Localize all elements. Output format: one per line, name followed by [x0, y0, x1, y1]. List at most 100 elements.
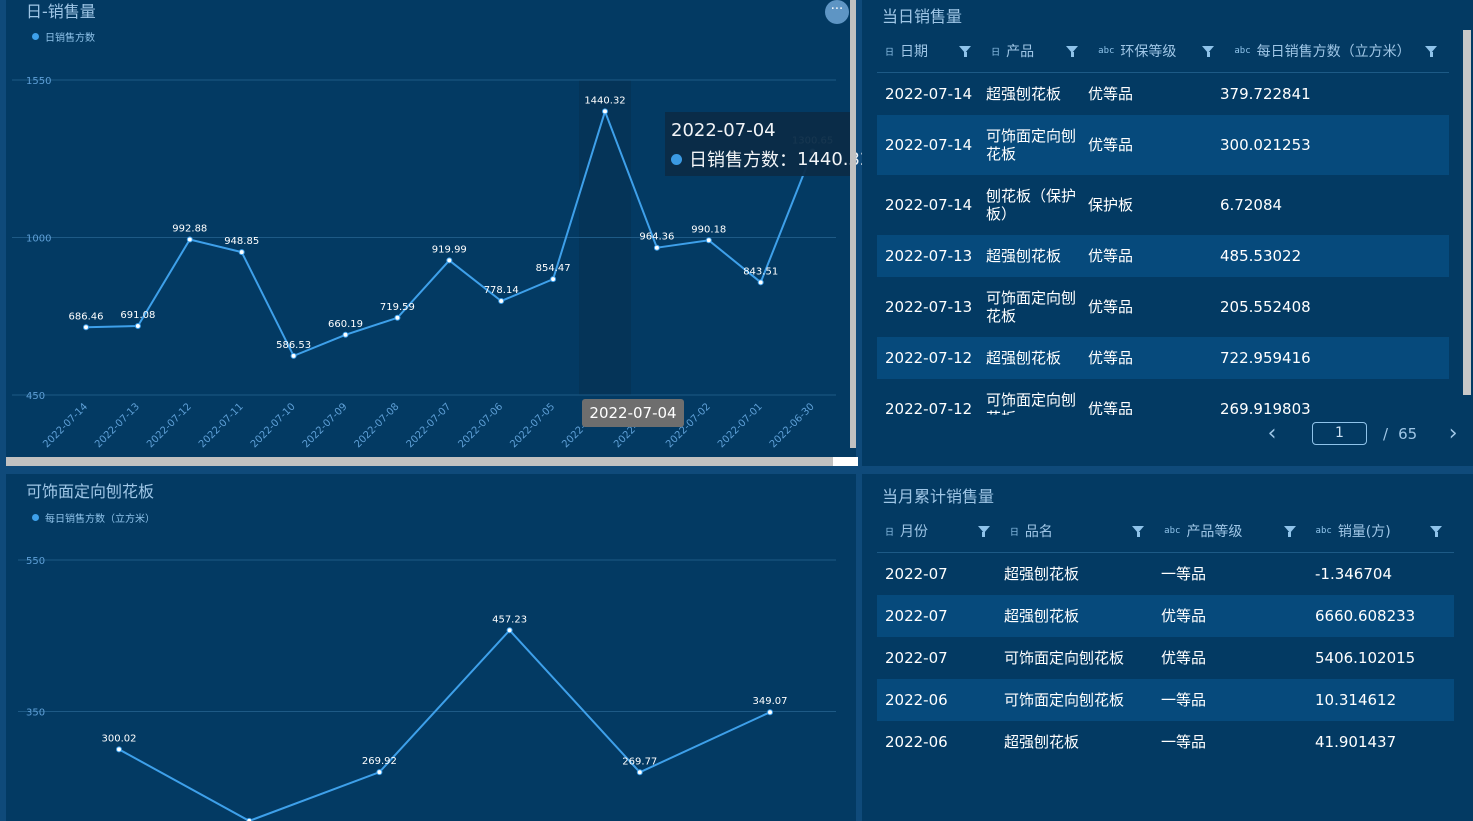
daily-legend-label: 日销售方数: [45, 33, 95, 44]
table-row[interactable]: 2022-07-12 超强刨花板 优等品 722.959416: [877, 337, 1449, 379]
table-cell: 一等品: [1161, 733, 1207, 751]
data-point: [238, 249, 245, 256]
tooltip-dot-icon: [671, 153, 682, 165]
data-label: 457.23: [492, 614, 527, 625]
table-row[interactable]: 2022-06 超强刨花板 一等品 41.901437: [877, 721, 1454, 763]
table-cell: 可饰面定向刨花板: [1004, 691, 1125, 709]
table-row[interactable]: 2022-07-14 可饰面定向刨花板 优等品 300.021253: [877, 115, 1449, 175]
y-tick-label: 550: [26, 556, 45, 567]
filter-icon[interactable]: [1066, 46, 1079, 57]
page-separator: /: [1383, 424, 1389, 443]
page-vertical-scrollbar[interactable]: [1463, 30, 1471, 395]
data-point: [116, 746, 122, 753]
filter-icon[interactable]: [1202, 46, 1215, 57]
table-cell: 485.53022: [1220, 247, 1302, 265]
filter-icon[interactable]: [1132, 526, 1145, 537]
table-cell: 2022-07: [885, 565, 948, 583]
table-cell: 一等品: [1161, 691, 1207, 709]
column-header-sales[interactable]: abc 销量(方): [1308, 510, 1454, 552]
filter-icon[interactable]: [1425, 46, 1437, 57]
x-tick-label: 2022-07-07: [405, 401, 454, 450]
table-row[interactable]: 2022-07 超强刨花板 一等品 -1.346704: [877, 553, 1454, 595]
product-legend-label: 每日销售方数（立方米）: [45, 514, 155, 525]
table-cell: 优等品: [1088, 136, 1134, 154]
table-cell: 5406.102015: [1315, 649, 1416, 667]
table-cell: 6660.608233: [1315, 607, 1416, 625]
data-label: 686.46: [69, 311, 104, 322]
table-row[interactable]: 2022-07-13 超强刨花板 优等品 485.53022: [877, 235, 1449, 277]
product-chart-legend[interactable]: 每日销售方数（立方米）: [32, 510, 155, 525]
x-tick-label: 2022-07-01: [716, 401, 765, 450]
next-page-icon[interactable]: ›: [1448, 421, 1458, 446]
data-point: [767, 709, 773, 716]
data-label: 964.36: [639, 232, 674, 243]
more-options-button[interactable]: ···: [825, 0, 849, 24]
column-header-grade[interactable]: abc 产品等级: [1156, 510, 1307, 552]
table-row[interactable]: 2022-07 可饰面定向刨花板 优等品 5406.102015: [877, 637, 1454, 679]
table-cell: 保护板: [1088, 196, 1134, 214]
table-cell: 优等品: [1161, 607, 1207, 625]
data-point: [134, 322, 141, 329]
chart-horizontal-scrollbar-thumb[interactable]: [6, 457, 833, 466]
abc-type-icon: abc: [1234, 46, 1251, 56]
daily-chart-title: 日-销售量: [26, 2, 96, 21]
table-cell: 优等品: [1088, 298, 1134, 316]
filter-icon[interactable]: [1283, 526, 1296, 537]
abc-type-icon: abc: [1315, 526, 1332, 536]
x-tick-label: 2022-06-30: [768, 401, 817, 450]
table-row[interactable]: 2022-07-13 可饰面定向刨花板 优等品 205.552408: [877, 277, 1449, 337]
column-label: 销量(方): [1337, 524, 1391, 540]
tooltip-value: 1440.32: [797, 148, 872, 170]
data-label: 660.19: [328, 319, 363, 330]
table-cell: -1.346704: [1315, 565, 1392, 583]
column-label: 月份: [900, 524, 929, 540]
table-cell: 2022-07-12: [885, 400, 973, 415]
filter-icon[interactable]: [977, 526, 990, 537]
daily-table-panel: 当日销售量 日 日期 日 产品 abc 环保等级 abc 每日销售方数（立方米）: [862, 0, 1473, 466]
data-label: 719.59: [380, 302, 415, 313]
tooltip-date: 2022-07-04: [671, 120, 776, 141]
chart-vertical-scrollbar[interactable]: [850, 0, 856, 448]
x-tick-label: 2022-07-10: [249, 401, 298, 450]
filter-icon[interactable]: [959, 46, 972, 57]
data-label: 269.77: [622, 756, 657, 767]
column-header-date[interactable]: 日 日期: [877, 30, 983, 72]
table-cell: 722.959416: [1220, 349, 1311, 367]
data-point: [342, 331, 349, 338]
chart-tooltip: 2022-07-04 日销售方数 ： 1440.32: [665, 112, 871, 176]
column-header-product[interactable]: 日 产品: [983, 30, 1090, 72]
table-cell: 205.552408: [1220, 298, 1311, 316]
product-chart-title: 可饰面定向刨花板: [26, 482, 155, 501]
table-row[interactable]: 2022-06 可饰面定向刨花板 一等品 10.314612: [877, 679, 1454, 721]
table-cell: 优等品: [1088, 85, 1134, 103]
prev-page-icon[interactable]: ‹: [1267, 421, 1277, 446]
y-tick-label: 350: [26, 708, 45, 719]
table-cell: 优等品: [1088, 247, 1134, 265]
table-cell: 超强刨花板: [986, 349, 1062, 367]
abc-type-icon: abc: [1164, 526, 1181, 536]
column-header-name[interactable]: 日 品名: [1002, 510, 1156, 552]
column-header-month[interactable]: 日 月份: [877, 510, 1002, 552]
filter-icon[interactable]: [1430, 526, 1442, 537]
monthly-table-title: 当月累计销售量: [882, 487, 995, 506]
table-cell: 一等品: [1161, 565, 1207, 583]
table-row[interactable]: 2022-07-14 超强刨花板 优等品 379.722841: [877, 73, 1449, 115]
column-header-volume[interactable]: abc 每日销售方数（立方米）: [1226, 30, 1449, 72]
table-cell: 刨花板（保护板）: [986, 187, 1077, 223]
table-cell: 6.72084: [1220, 196, 1283, 214]
data-label: 586.53: [276, 340, 311, 351]
data-label: 1440.32: [584, 95, 625, 106]
table-row[interactable]: 2022-07-14 刨花板（保护板） 保护板 6.72084: [877, 175, 1449, 235]
table-cell: 可饰面定向刨花板: [986, 289, 1077, 325]
daily-chart-legend[interactable]: 日销售方数: [32, 29, 95, 44]
column-header-grade[interactable]: abc 环保等级: [1090, 30, 1226, 72]
product-sales-chart[interactable]: 350550300.02205.55269.92457.23269.77349.…: [6, 474, 856, 821]
daily-table: 日 日期 日 产品 abc 环保等级 abc 每日销售方数（立方米） 2022-…: [877, 30, 1449, 415]
table-row[interactable]: 2022-07 超强刨花板 优等品 6660.608233: [877, 595, 1454, 637]
data-label: 990.18: [691, 224, 726, 235]
page-number-input[interactable]: 1: [1312, 422, 1367, 445]
product-sales-panel: 可饰面定向刨花板 每日销售方数（立方米）: [6, 474, 856, 821]
table-cell: 2022-07-13: [885, 298, 973, 316]
